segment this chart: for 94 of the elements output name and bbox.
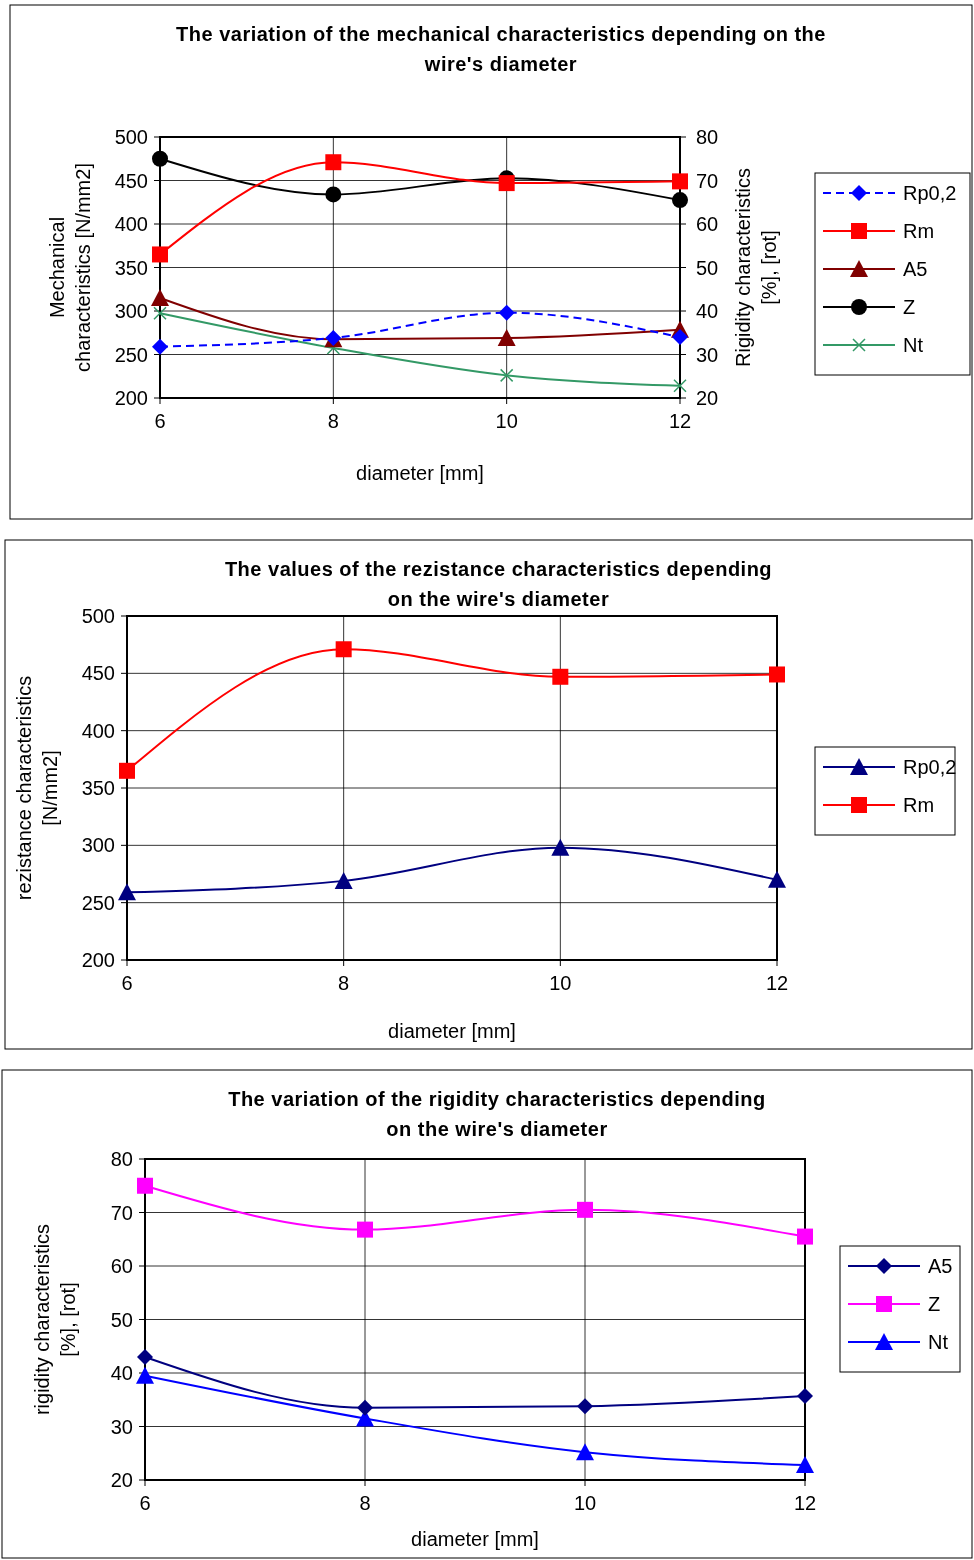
- y-tick-label: 200: [81, 949, 115, 971]
- legend-label: Rm: [903, 220, 935, 242]
- y2-tick-label: 80: [696, 126, 719, 148]
- legend-label: Z: [928, 1293, 941, 1315]
- y2-tick-label: 60: [696, 213, 719, 235]
- x-tick-label: 10: [573, 1492, 597, 1514]
- point: [325, 154, 342, 171]
- y-axis-title: rigidity characteristics [%], [rot]: [31, 1223, 79, 1416]
- point: [552, 668, 569, 685]
- point: [577, 1398, 593, 1415]
- point: [136, 1366, 154, 1384]
- x-tick-label: 8: [338, 972, 350, 994]
- legend-label: Z: [903, 296, 916, 318]
- point: [797, 1388, 813, 1405]
- y-tick-label: 80: [110, 1148, 133, 1170]
- point: [797, 1228, 813, 1245]
- x-axis-title: diameter [mm]: [411, 1528, 539, 1550]
- point: [137, 1177, 153, 1194]
- x-tick-label: 8: [359, 1492, 371, 1514]
- point: [152, 246, 168, 263]
- y-tick-label: 450: [81, 662, 115, 685]
- point: [672, 173, 688, 190]
- y2-tick-label: 50: [696, 256, 719, 279]
- chart-title: The values of the rezistance characteristics depending on the wire's diameter: [224, 558, 773, 610]
- chart-title: The variation of the rigidity characteristics depending on the wire's diameter: [228, 1088, 766, 1140]
- y-tick-label: 400: [114, 213, 148, 235]
- x-tick-label: 6: [139, 1492, 151, 1514]
- x-tick-label: 10: [495, 410, 518, 432]
- y-tick-label: 300: [81, 834, 115, 857]
- x-tick-label: 6: [121, 972, 133, 994]
- legend-label: Rm: [903, 794, 935, 816]
- point: [357, 1221, 373, 1238]
- point: [137, 1348, 153, 1365]
- y-axis-title: rezistance characteristics [N/mm2]: [13, 675, 61, 901]
- point: [119, 762, 135, 779]
- point: [576, 1443, 594, 1461]
- legend-label: A5: [903, 258, 928, 280]
- y-tick-label: 60: [110, 1255, 133, 1277]
- y2-tick-label: 30: [696, 343, 719, 366]
- y-tick-label: 40: [110, 1362, 133, 1384]
- point: [498, 175, 515, 192]
- point: [151, 288, 169, 306]
- point: [796, 1456, 814, 1474]
- point: [334, 871, 353, 889]
- x-tick-label: 12: [793, 1492, 817, 1514]
- y-tick-label: 500: [81, 605, 115, 627]
- point: [673, 379, 687, 393]
- point: [357, 1399, 373, 1416]
- x-tick-label: 8: [327, 410, 339, 432]
- y-tick-label: 450: [114, 169, 148, 192]
- point: [551, 838, 570, 856]
- y-axis-title: Mechanical characteristics [N/mm2]: [46, 163, 94, 372]
- point: [335, 641, 352, 658]
- y2-tick-label: 40: [696, 300, 719, 322]
- x-tick-label: 6: [154, 410, 166, 432]
- y-tick-label: 20: [110, 1469, 133, 1491]
- y2-axis-title: Rigidity characteristics [%], [rot]: [732, 168, 780, 367]
- y-tick-label: 500: [114, 126, 148, 148]
- y-tick-label: 70: [110, 1201, 133, 1224]
- point: [118, 883, 136, 901]
- point: [498, 304, 515, 321]
- point: [325, 186, 342, 203]
- y2-tick-label: 20: [696, 387, 719, 409]
- legend-label: Nt: [928, 1331, 949, 1353]
- point: [153, 306, 167, 320]
- y2-tick-label: 70: [696, 169, 719, 192]
- point: [152, 338, 168, 355]
- legend-label: Rp0,2: [903, 756, 957, 778]
- y-tick-label: 200: [114, 387, 148, 409]
- y-tick-label: 400: [81, 719, 115, 742]
- x-tick-label: 10: [549, 972, 572, 994]
- y-tick-label: 50: [110, 1308, 133, 1331]
- point: [152, 150, 168, 167]
- y-tick-label: 250: [114, 343, 148, 366]
- chart-title: The variation of the mechanical characteristics depending on the wire's diameter: [176, 23, 826, 75]
- y-tick-label: 300: [114, 300, 148, 322]
- legend-label: Nt: [903, 334, 924, 356]
- point: [577, 1201, 593, 1218]
- point: [769, 666, 785, 683]
- x-axis-title: diameter [mm]: [356, 462, 484, 484]
- point: [768, 870, 786, 888]
- x-axis-title: diameter [mm]: [388, 1020, 516, 1042]
- legend-label: A5: [928, 1255, 953, 1277]
- point: [497, 328, 516, 346]
- point: [499, 368, 514, 383]
- y-tick-label: 30: [110, 1415, 133, 1438]
- point: [672, 192, 688, 209]
- x-tick-label: 12: [668, 410, 692, 432]
- x-tick-label: 12: [765, 972, 789, 994]
- y-tick-label: 250: [81, 891, 115, 914]
- legend-label: Rp0,2: [903, 182, 957, 204]
- point: [672, 329, 688, 346]
- y-tick-label: 350: [114, 256, 148, 279]
- y-tick-label: 350: [81, 777, 115, 799]
